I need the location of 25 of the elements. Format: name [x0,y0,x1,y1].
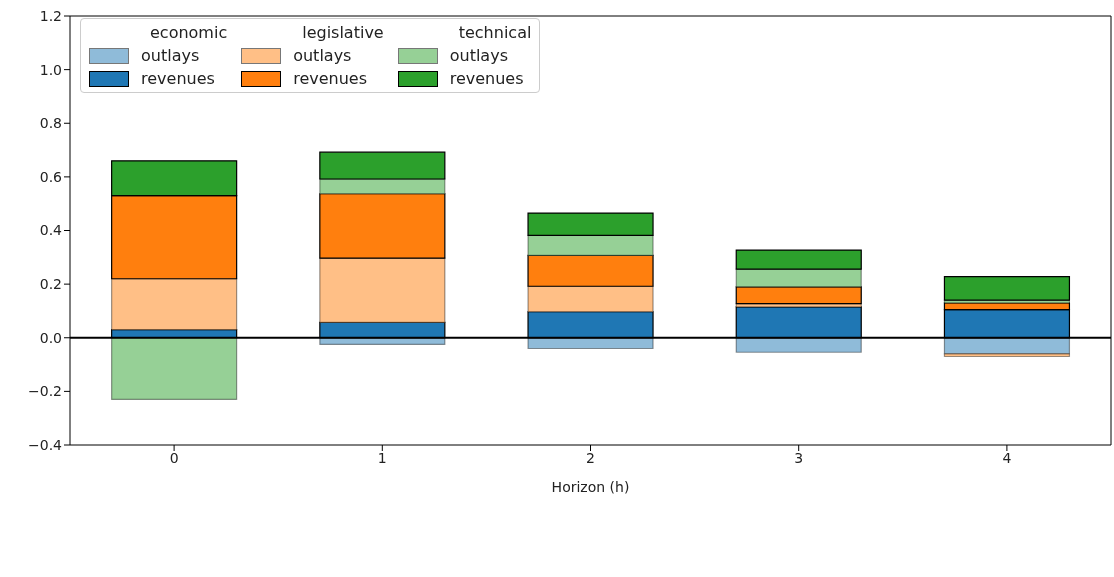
y-tick-label: 0.4 [39,222,63,239]
x-tick-label: 3 [794,449,804,466]
x-tick-label: 4 [1002,449,1012,466]
annotation: legislative [301,23,384,42]
x-axis-title: Horizon (h) [551,479,630,495]
y-tick-label: 1.0 [39,61,62,78]
x-tick-label: 2 [586,449,595,466]
annotation: economic [149,23,228,42]
y-tick-label: −0.4 [28,436,63,453]
y-tick-label: −0.2 [28,383,62,400]
y-tick-label: 1.2 [39,7,62,24]
x-tick-label: 1 [377,449,387,466]
annotation: technical [457,23,532,42]
legend-label: revenues [141,69,215,88]
y-tick-label: 0.0 [39,329,62,346]
y-tick-label: 0.2 [39,276,62,293]
legend-label: outlays [449,46,508,65]
legend-label: outlays [141,46,200,65]
legend-label: outlays [293,46,352,65]
legend-label: revenues [293,69,368,88]
bar [943,276,1071,301]
x-tick-label: 0 [169,449,179,466]
legend-label: revenues [449,69,524,88]
y-tick-label: 0.6 [39,168,63,185]
y-tick-label: 0.8 [39,115,62,132]
